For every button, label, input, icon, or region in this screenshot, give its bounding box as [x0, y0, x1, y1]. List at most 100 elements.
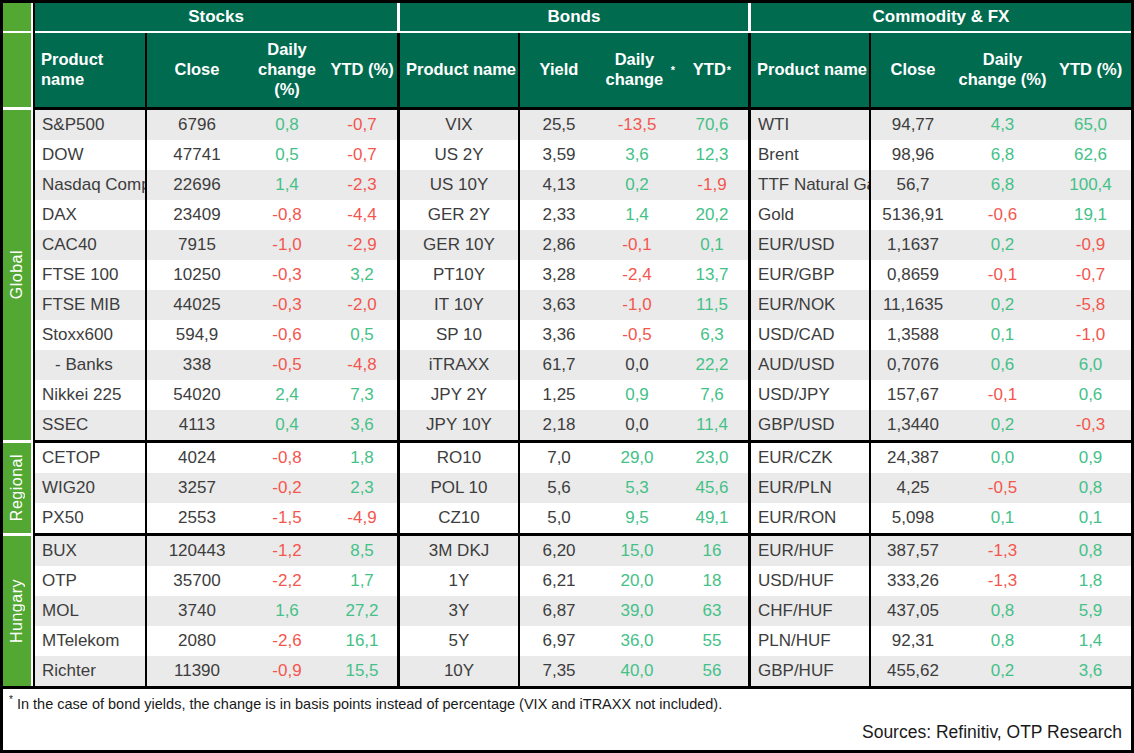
product-name-cell: JPY 10Y [400, 410, 518, 440]
close-cell: 6,21 [520, 566, 598, 596]
daily-change-cell: -0,1 [955, 260, 1050, 290]
table-row: FTSE MIB44025-0,3-2,0IT 10Y3,63-1,011,5E… [35, 290, 1131, 320]
product-name-cell: 3Y [400, 596, 518, 626]
ytd-cell: 11,5 [676, 290, 748, 320]
daily-change-cell: 2,4 [247, 380, 327, 410]
close-cell: 47741 [147, 140, 247, 170]
daily-change-cell: 1,4 [247, 170, 327, 200]
product-name-cell: GBP/HUF [751, 656, 869, 686]
close-cell: 2080 [147, 626, 247, 656]
table-row: DOW477410,5-0,7US 2Y3,593,612,3Brent98,9… [35, 140, 1131, 170]
ytd-cell: 18 [676, 566, 748, 596]
product-name-cell: - Banks [35, 350, 145, 380]
daily-change-cell: 0,6 [955, 350, 1050, 380]
ytd-cell: 49,1 [676, 503, 748, 533]
ytd-cell: 13,7 [676, 260, 748, 290]
daily-change-cell: 1,6 [247, 596, 327, 626]
product-name-cell: CZ10 [400, 503, 518, 533]
daily-change-cell: 0,8 [955, 596, 1050, 626]
daily-change-cell: -0,8 [247, 200, 327, 230]
daily-change-cell: 9,5 [598, 503, 676, 533]
daily-change-cell: -0,6 [247, 320, 327, 350]
table-row: Nasdaq Comp.226961,4-2,3US 10Y4,130,2-1,… [35, 170, 1131, 200]
close-cell: 7915 [147, 230, 247, 260]
close-cell: 23409 [147, 200, 247, 230]
product-name-cell: S&P500 [35, 110, 145, 140]
strip-header-cell [3, 3, 31, 31]
ytd-cell: -1,9 [676, 170, 748, 200]
product-name-cell: CAC40 [35, 230, 145, 260]
column-header-row: Product nameCloseDaily change (%)YTD (%)… [35, 33, 1131, 107]
ytd-cell: 1,8 [1050, 566, 1131, 596]
section-header-bonds: Bonds [400, 3, 748, 31]
daily-change-cell: 39,0 [598, 596, 676, 626]
daily-change-cell: 36,0 [598, 626, 676, 656]
footnote: * In the case of bond yields, the change… [9, 694, 722, 712]
ytd-cell: 16,1 [327, 626, 397, 656]
product-name-cell: OTP [35, 566, 145, 596]
daily-change-cell: -0,3 [247, 290, 327, 320]
close-cell: 0,8659 [871, 260, 955, 290]
close-cell: 6,87 [520, 596, 598, 626]
daily-change-cell: -0,3 [247, 260, 327, 290]
ytd-cell: 19,1 [1050, 200, 1131, 230]
product-name-cell: CETOP [35, 443, 145, 473]
column-header-bonds-0: Product name [400, 33, 518, 107]
ytd-cell: 3,2 [327, 260, 397, 290]
product-name-cell: PX50 [35, 503, 145, 533]
daily-change-cell: 20,0 [598, 566, 676, 596]
ytd-cell: -0,7 [1050, 260, 1131, 290]
product-name-cell: EUR/PLN [751, 473, 869, 503]
daily-change-cell: -1,2 [247, 536, 327, 566]
product-name-cell: 10Y [400, 656, 518, 686]
daily-change-cell: 0,1 [955, 320, 1050, 350]
ytd-cell: 5,9 [1050, 596, 1131, 626]
ytd-cell: 12,3 [676, 140, 748, 170]
close-cell: 338 [147, 350, 247, 380]
table-row: S&P50067960,8-0,7VIX25,5-13,570,6WTI94,7… [35, 110, 1131, 140]
product-name-cell: IT 10Y [400, 290, 518, 320]
close-cell: 7,35 [520, 656, 598, 686]
close-cell: 54020 [147, 380, 247, 410]
ytd-cell: 0,5 [327, 320, 397, 350]
column-header-fx-1: Close [871, 33, 955, 107]
ytd-cell: -0,9 [1050, 230, 1131, 260]
data-rows: S&P50067960,8-0,7VIX25,5-13,570,6WTI94,7… [35, 110, 1131, 686]
close-cell: 44025 [147, 290, 247, 320]
table-row: CAC407915-1,0-2,9GER 10Y2,86-0,10,1EUR/U… [35, 230, 1131, 260]
ytd-cell: 0,8 [1050, 536, 1131, 566]
product-name-cell: EUR/RON [751, 503, 869, 533]
table-body: Stocks Bonds Commodity & FX Product name… [33, 3, 1131, 686]
close-cell: 4,25 [871, 473, 955, 503]
ytd-cell: -5,8 [1050, 290, 1131, 320]
group-label-text: Regional [9, 454, 25, 521]
close-cell: 24,387 [871, 443, 955, 473]
ytd-cell: 6,3 [676, 320, 748, 350]
product-name-cell: GER 10Y [400, 230, 518, 260]
close-cell: 35700 [147, 566, 247, 596]
close-cell: 4,13 [520, 170, 598, 200]
ytd-cell: 27,2 [327, 596, 397, 626]
table-row: Nikkei 225540202,47,3JPY 2Y1,250,97,6USD… [35, 380, 1131, 410]
daily-change-cell: 0,1 [955, 503, 1050, 533]
product-name-cell: EUR/CZK [751, 443, 869, 473]
footnote-text: In the case of bond yields, the change i… [13, 696, 722, 712]
product-name-cell: FTSE MIB [35, 290, 145, 320]
close-cell: 11,1635 [871, 290, 955, 320]
product-name-cell: US 2Y [400, 140, 518, 170]
table-row: Richter11390-0,915,510Y7,3540,056GBP/HUF… [35, 656, 1131, 686]
column-header-stocks-2: Daily change (%) [247, 33, 327, 107]
ytd-cell: -2,9 [327, 230, 397, 260]
close-cell: 1,3440 [871, 410, 955, 440]
ytd-cell: 3,6 [1050, 656, 1131, 686]
close-cell: 7,0 [520, 443, 598, 473]
close-cell: 2,86 [520, 230, 598, 260]
product-name-cell: JPY 2Y [400, 380, 518, 410]
product-name-cell: TTF Natural Gas [751, 170, 869, 200]
close-cell: 387,57 [871, 536, 955, 566]
product-name-cell: SSEC [35, 410, 145, 440]
group-label-regional: Regional [3, 443, 31, 533]
daily-change-cell: 0,2 [598, 170, 676, 200]
close-cell: 3,63 [520, 290, 598, 320]
close-cell: 6796 [147, 110, 247, 140]
